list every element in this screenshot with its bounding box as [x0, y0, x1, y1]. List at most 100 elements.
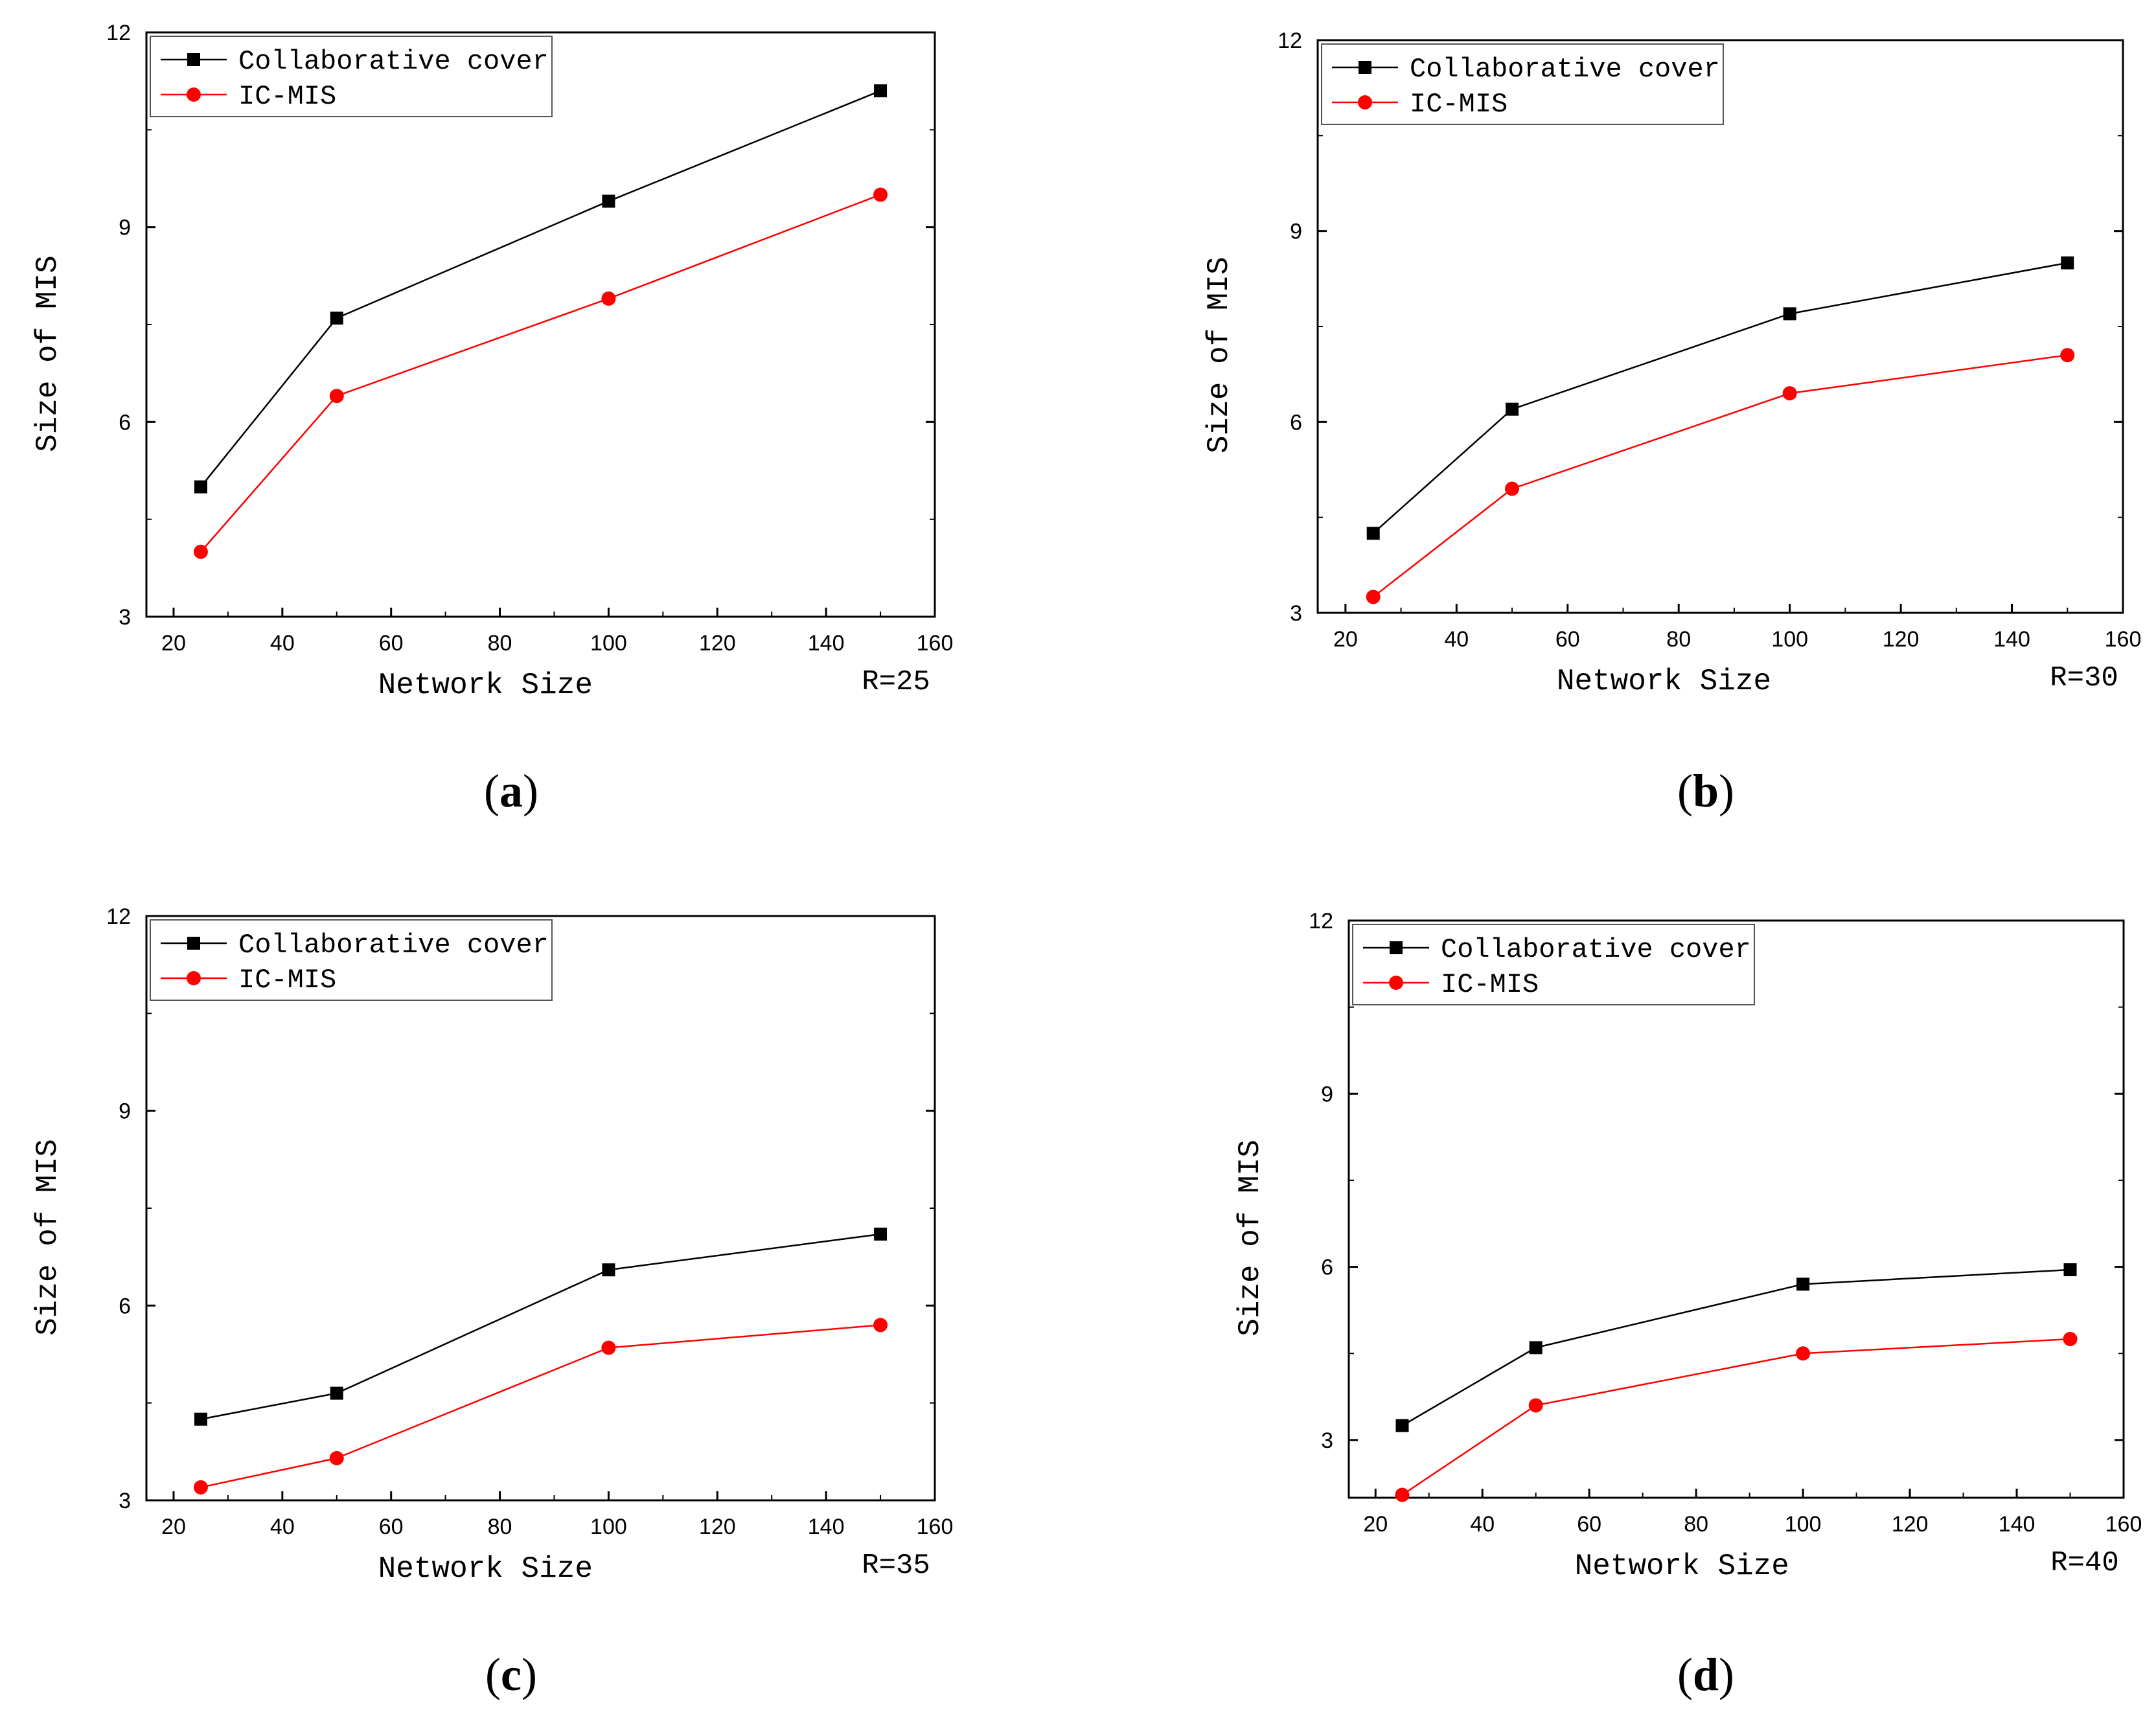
panel-caption-a: (a) — [484, 765, 538, 817]
y-axis-title: Size of MIS — [1202, 257, 1236, 453]
x-tick-label: 160 — [2105, 627, 2142, 652]
plot-frame — [145, 31, 936, 618]
data-point-ic-mis — [1505, 481, 1520, 496]
data-point-collaborative-cover — [2063, 1263, 2077, 1277]
legend: Collaborative cover IC-MIS — [150, 919, 553, 1001]
x-tick-label: 120 — [1892, 1512, 1929, 1537]
data-point-collaborative-cover — [602, 1263, 615, 1277]
plot-frame — [145, 915, 936, 1502]
legend-marker-circle — [187, 87, 201, 102]
radius-annotation: R=25 — [862, 666, 930, 698]
y-tick-label: 12 — [106, 904, 131, 929]
y-tick-label: 6 — [119, 410, 131, 435]
y-tick-label: 12 — [1309, 909, 1333, 933]
data-point-ic-mis — [1366, 590, 1381, 604]
y-tick-label: 9 — [1321, 1082, 1333, 1106]
x-tick-label: 100 — [1785, 1512, 1822, 1537]
legend-label: IC-MIS — [1441, 969, 1539, 1000]
data-point-ic-mis — [873, 1318, 888, 1333]
x-tick-label: 140 — [1993, 627, 2030, 652]
data-point-ic-mis — [1782, 386, 1797, 401]
legend-label: IC-MIS — [238, 965, 336, 996]
data-point-collaborative-cover — [330, 311, 343, 325]
x-tick-label: 80 — [1666, 627, 1691, 652]
plot-frame — [1316, 39, 2124, 614]
x-tick-label: 100 — [1771, 627, 1808, 652]
series-line-ic-mis — [200, 1324, 881, 1489]
x-tick-label: 80 — [488, 1515, 512, 1539]
plot-frame — [1348, 919, 2125, 1499]
panel-caption-b: (b) — [1677, 765, 1734, 817]
data-point-ic-mis — [329, 1450, 344, 1465]
legend-label: Collaborative cover — [238, 46, 549, 77]
x-tick-label: 120 — [699, 1515, 736, 1539]
x-axis-title: Network Size — [378, 1552, 593, 1586]
series-line-ic-mis — [1401, 1338, 2070, 1496]
data-point-collaborative-cover — [194, 480, 207, 494]
legend-box — [150, 36, 553, 117]
x-tick-label: 60 — [379, 631, 404, 656]
legend-box — [1321, 43, 1724, 125]
y-tick-label: 9 — [119, 1099, 131, 1124]
y-tick-label: 3 — [119, 1489, 131, 1513]
series-line-ic-mis — [1372, 354, 2068, 598]
x-tick-label: 140 — [808, 1515, 845, 1539]
data-point-collaborative-cover — [874, 84, 888, 98]
x-tick-label: 120 — [699, 631, 736, 656]
x-tick-label: 20 — [1333, 627, 1358, 652]
x-tick-label: 100 — [590, 1515, 627, 1539]
y-tick-label: 9 — [1290, 220, 1302, 244]
series-line-collaborative-cover — [200, 90, 881, 488]
x-tick-label: 100 — [590, 631, 627, 656]
x-axis-title: Network Size — [1557, 665, 1771, 698]
y-tick-label: 3 — [1321, 1428, 1333, 1453]
radius-annotation: R=30 — [2050, 662, 2118, 694]
y-tick-label: 12 — [1278, 29, 1302, 53]
data-point-collaborative-cover — [1366, 527, 1380, 540]
legend: Collaborative cover IC-MIS — [1352, 924, 1755, 1005]
data-point-collaborative-cover — [1506, 402, 1519, 416]
data-point-ic-mis — [193, 544, 208, 559]
x-tick-label: 40 — [1444, 627, 1469, 652]
legend-label: Collaborative cover — [238, 930, 549, 961]
x-tick-label: 140 — [1999, 1512, 2036, 1537]
legend-marker-circle — [187, 971, 201, 985]
legend-marker-circle — [1358, 95, 1372, 109]
data-point-ic-mis — [1528, 1398, 1543, 1413]
data-point-collaborative-cover — [1796, 1277, 1810, 1291]
chart-panel-c: 20 40 60 80 100 120 140 160 3 6 9 12 Network Size Siz… — [31, 904, 954, 1586]
y-tick-label: 9 — [119, 216, 131, 240]
radius-annotation: R=40 — [2050, 1547, 2119, 1579]
chart-panel-a: 20 40 60 80 100 120 140 160 3 6 9 12 Network Size Siz… — [31, 21, 954, 702]
series-line-collaborative-cover — [1401, 1268, 2070, 1426]
x-axis-title: Network Size — [378, 669, 593, 702]
x-tick-label: 40 — [270, 1515, 295, 1539]
x-tick-label: 160 — [917, 1515, 954, 1539]
x-tick-label: 60 — [1555, 627, 1580, 652]
legend-label: Collaborative cover — [1410, 54, 1720, 85]
data-point-collaborative-cover — [602, 194, 615, 208]
data-point-collaborative-cover — [330, 1386, 343, 1400]
chart-panel-b: 20 40 60 80 100 120 140 160 3 6 9 12 Network Size Siz… — [1202, 29, 2142, 698]
x-tick-label: 160 — [917, 631, 954, 656]
x-tick-label: 40 — [1470, 1512, 1495, 1537]
y-tick-label: 6 — [119, 1294, 131, 1318]
data-point-ic-mis — [873, 187, 888, 202]
x-tick-label: 60 — [1577, 1512, 1601, 1537]
x-tick-label: 20 — [1363, 1512, 1388, 1537]
series-line-collaborative-cover — [1372, 262, 2068, 534]
data-point-ic-mis — [2060, 348, 2075, 363]
y-axis-title: Size of MIS — [1233, 1140, 1267, 1336]
data-point-ic-mis — [601, 291, 616, 306]
x-tick-label: 160 — [2105, 1512, 2142, 1537]
y-tick-label: 12 — [106, 21, 131, 45]
panel-caption-d: (d) — [1677, 1649, 1734, 1701]
legend-marker-square — [187, 53, 200, 66]
x-tick-label: 60 — [379, 1515, 404, 1539]
data-point-ic-mis — [601, 1340, 616, 1355]
x-tick-label: 40 — [270, 631, 295, 656]
y-tick-label: 3 — [119, 605, 131, 630]
x-tick-label: 80 — [1684, 1512, 1708, 1537]
chart-panel-d: 20 40 60 80 100 120 140 160 3 6 9 12 Network Size Siz… — [1233, 909, 2142, 1583]
